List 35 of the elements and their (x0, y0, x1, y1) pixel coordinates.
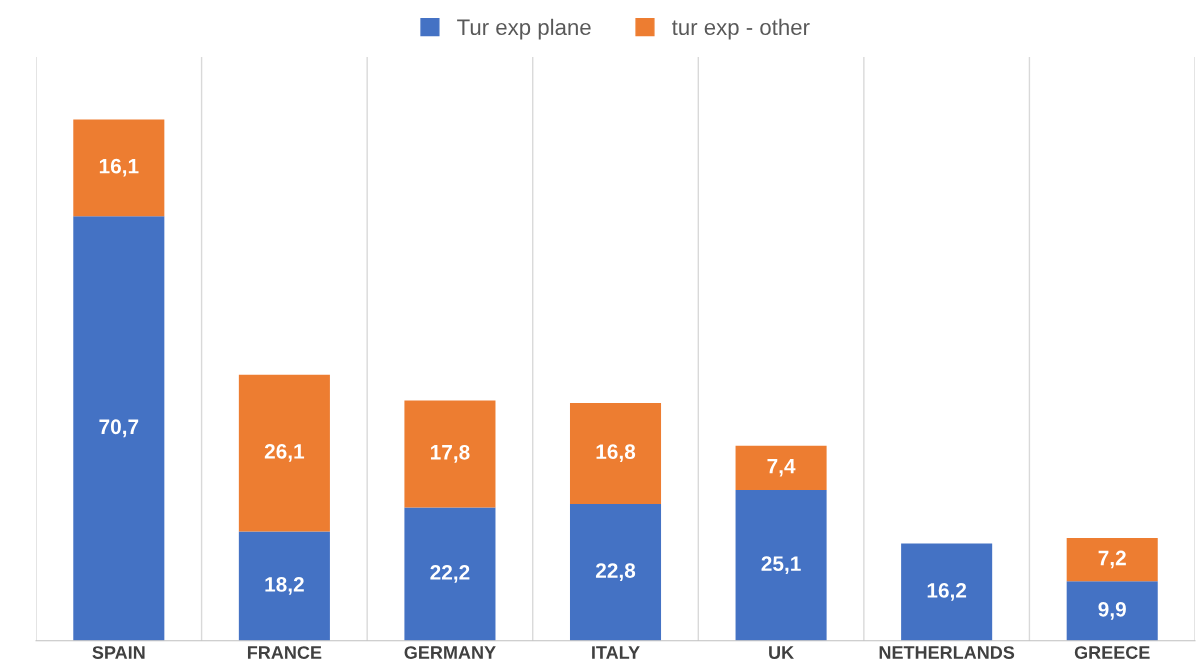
bar (1066, 538, 1158, 582)
data-label: 7,2 (1098, 550, 1126, 569)
bar (901, 543, 993, 641)
data-label: 17,8 (430, 444, 470, 463)
legend-label: tur exp - other (671, 18, 810, 40)
data-label: 16,2 (927, 583, 967, 601)
data-label: 25,1 (761, 556, 801, 575)
x-tick-label: GERMANY (404, 646, 496, 659)
x-tick-label: UK (769, 646, 794, 659)
data-label: 26,1 (264, 443, 305, 462)
data-label: 16,1 (99, 158, 139, 177)
x-tick-label: SPAIN (92, 646, 145, 659)
x-tick-label: FRANCE (247, 646, 322, 659)
legend-label: Tur exp plane (457, 18, 591, 40)
x-tick-label: ITALY (592, 646, 640, 659)
x-tick-label: GREECE (1074, 646, 1150, 659)
bar (238, 374, 330, 532)
x-tick-label: NETHERLANDS (879, 646, 1015, 659)
bar (569, 503, 662, 641)
bar (569, 403, 662, 504)
bar (404, 507, 496, 641)
bar (73, 216, 165, 641)
bar (1066, 581, 1158, 641)
bar (735, 490, 827, 641)
data-label: 16,8 (596, 444, 636, 463)
data-label: 22,2 (430, 564, 470, 583)
data-label: 9,9 (1098, 601, 1126, 620)
bar (404, 400, 496, 508)
bar (735, 445, 827, 491)
data-label: 22,8 (595, 563, 636, 581)
bar (238, 531, 330, 641)
data-label: 70,7 (99, 419, 139, 438)
data-label: 7,4 (767, 458, 796, 477)
data-label: 18,2 (265, 577, 304, 595)
bar (73, 119, 165, 217)
